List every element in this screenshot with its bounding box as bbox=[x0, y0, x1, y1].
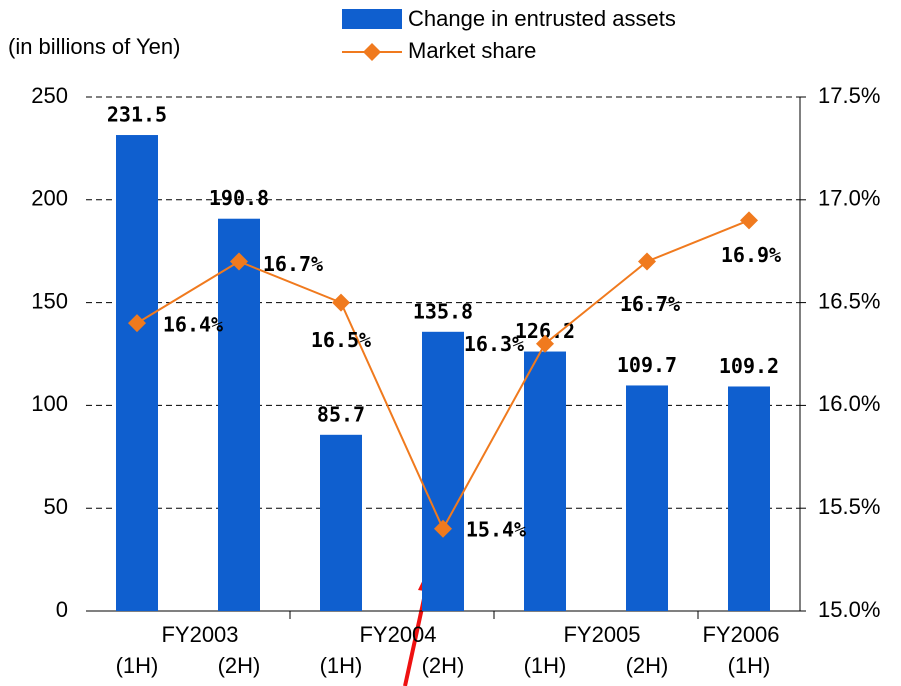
y2-tick-label: 17.0% bbox=[818, 186, 880, 211]
x-tick-label: (1H) bbox=[320, 653, 363, 678]
y-tick-label: 100 bbox=[31, 391, 68, 416]
bar-value-label: 135.8 bbox=[413, 299, 473, 323]
line-marker bbox=[128, 314, 146, 333]
legend-swatch bbox=[342, 9, 402, 29]
y-tick-label: 250 bbox=[31, 83, 68, 108]
y2-tick-label: 16.0% bbox=[818, 391, 880, 416]
line-value-label: 16.3% bbox=[464, 332, 524, 356]
bar bbox=[320, 434, 362, 611]
y-tick-label: 50 bbox=[44, 494, 68, 519]
line-marker bbox=[740, 211, 758, 230]
y-tick-label: 0 bbox=[56, 597, 68, 622]
x-tick-label: (2H) bbox=[626, 653, 669, 678]
line-marker bbox=[536, 334, 554, 353]
line-marker bbox=[638, 252, 656, 271]
x-group-label: FY2005 bbox=[563, 622, 640, 647]
bar-value-label: 231.5 bbox=[107, 103, 167, 127]
legend-label: Change in entrusted assets bbox=[408, 6, 676, 31]
line-marker bbox=[332, 293, 350, 312]
legend-marker bbox=[363, 43, 381, 61]
bar bbox=[524, 351, 566, 611]
x-group-label: FY2004 bbox=[359, 622, 436, 647]
y-axis-label: (in billions of Yen) bbox=[8, 34, 180, 59]
line-value-label: 16.9% bbox=[721, 243, 781, 267]
y-tick-label: 150 bbox=[31, 288, 68, 313]
y2-tick-label: 16.5% bbox=[818, 288, 880, 313]
bar bbox=[116, 135, 158, 611]
y2-tick-label: 17.5% bbox=[818, 83, 880, 108]
x-tick-label: (1H) bbox=[116, 653, 159, 678]
line-value-label: 16.4% bbox=[163, 313, 223, 337]
y2-tick-label: 15.5% bbox=[818, 494, 880, 519]
x-group-label: FY2003 bbox=[161, 622, 238, 647]
bar-value-label: 85.7 bbox=[317, 402, 365, 426]
legend-label: Market share bbox=[408, 38, 536, 63]
y-tick-label: 200 bbox=[31, 186, 68, 211]
x-group-label: FY2006 bbox=[702, 622, 779, 647]
bar bbox=[422, 331, 464, 611]
y2-tick-label: 15.0% bbox=[818, 597, 880, 622]
line-marker bbox=[230, 252, 248, 271]
line-value-label: 16.7% bbox=[263, 252, 323, 276]
bar bbox=[218, 218, 260, 611]
bar bbox=[626, 385, 668, 611]
line-value-label: 16.7% bbox=[620, 292, 680, 316]
x-tick-label: (1H) bbox=[524, 653, 567, 678]
bar-value-label: 109.7 bbox=[617, 353, 677, 377]
bar-value-label: 109.2 bbox=[719, 354, 779, 378]
line-value-label: 16.5% bbox=[311, 328, 371, 352]
line-marker bbox=[434, 519, 452, 538]
x-tick-label: (2H) bbox=[422, 653, 465, 678]
bar bbox=[728, 386, 770, 611]
line-value-label: 15.4% bbox=[466, 517, 526, 541]
bar-value-label: 190.8 bbox=[209, 186, 269, 210]
x-tick-label: (2H) bbox=[218, 653, 261, 678]
x-tick-label: (1H) bbox=[728, 653, 771, 678]
